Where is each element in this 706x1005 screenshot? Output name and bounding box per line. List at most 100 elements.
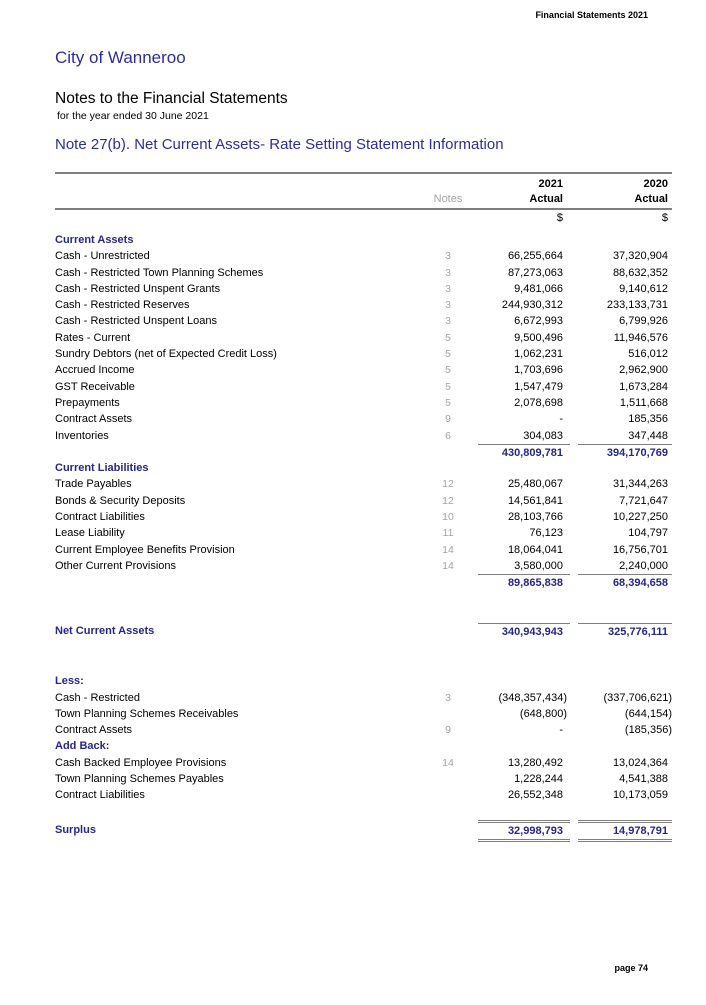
- column-header-year-2020: 2020: [643, 178, 668, 190]
- header-empty: [55, 177, 418, 191]
- value-2021: 1,228,244: [514, 773, 563, 785]
- row-label: Less:: [55, 675, 84, 688]
- value-2021: [478, 232, 570, 248]
- table-body: Current Assets Cash - Unrestricted 3 66,255…: [55, 232, 672, 842]
- row-label: Current Assets: [55, 234, 134, 246]
- value-2020: 10,227,250: [612, 511, 668, 524]
- table-row: Accrued Income 5 1,703,696 2,962,900: [55, 362, 672, 378]
- row-label: Current Liabilities: [55, 462, 149, 475]
- row-label: Contract Assets: [55, 724, 133, 737]
- column-gap: [570, 525, 578, 541]
- value-2021: 66,255,664: [507, 250, 563, 263]
- value-2021: [478, 673, 570, 689]
- row-label: Accrued Income: [55, 364, 135, 377]
- row-label: Cash - Unrestricted: [55, 250, 150, 263]
- org-title: City of Wanneroo: [55, 48, 186, 67]
- column-gap: [570, 574, 578, 591]
- value-2021: 1,547,479: [514, 380, 563, 393]
- row-label: Cash - Restricted Unspent Loans: [55, 315, 218, 328]
- column-gap: [570, 493, 578, 509]
- note-reference: [418, 673, 478, 689]
- value-2020: [578, 460, 672, 476]
- column-gap: [570, 460, 578, 476]
- row-label: [55, 444, 418, 461]
- column-header-actual-2021: Actual: [529, 193, 563, 205]
- note-reference: 5: [445, 364, 451, 377]
- table-row: Cash - Unrestricted 3 66,255,664 37,320,904: [55, 248, 672, 264]
- value-2020: 516,012: [628, 348, 668, 361]
- table-top-rule: [55, 172, 672, 174]
- value-2020: (185,356): [624, 724, 672, 737]
- subtotal-row: 89,865,838 68,394,658: [55, 574, 672, 590]
- value-2020: (644,154): [624, 707, 672, 720]
- value-2020: 2,240,000: [619, 559, 668, 572]
- section-heading-row: Add Back:: [55, 738, 672, 754]
- table-header-years-row: 2021 2020: [55, 177, 672, 191]
- value-2020: 68,394,658: [578, 574, 672, 591]
- value-2021: (348,357,434): [498, 691, 568, 704]
- column-header-year-2021: 2021: [538, 178, 563, 190]
- value-2021: 76,123: [529, 527, 563, 540]
- table-row: Bonds & Security Deposits 12 14,561,841 7,7…: [55, 493, 672, 509]
- column-gap: [570, 428, 578, 444]
- value-2020: [578, 673, 672, 689]
- section-heading-row: Current Assets: [55, 232, 672, 248]
- note-title: Note 27(b). Net Current Assets- Rate Set…: [55, 136, 504, 153]
- column-gap: [570, 787, 578, 803]
- value-2020: 9,140,612: [619, 282, 668, 295]
- row-label: Trade Payables: [55, 478, 132, 491]
- column-gap: [570, 509, 578, 525]
- spacer-row: [55, 657, 672, 673]
- value-2020: 4,541,388: [619, 773, 668, 785]
- value-2021: 1,062,231: [514, 348, 563, 361]
- note-reference: 12: [442, 494, 454, 507]
- value-2021: 304,083: [523, 429, 563, 442]
- row-label: Cash Backed Employee Provisions: [55, 756, 227, 769]
- column-header-notes: Notes: [433, 193, 463, 205]
- value-2021: 244,930,312: [501, 299, 563, 312]
- value-2020: 185,356: [628, 413, 668, 426]
- table-row: Cash - Restricted Unspent Loans 3 6,672,99…: [55, 313, 672, 329]
- value-2020: 325,776,111: [578, 623, 672, 642]
- value-2020: [578, 738, 672, 754]
- value-2021: 28,103,766: [507, 511, 563, 524]
- value-2021: 89,865,838: [478, 574, 570, 591]
- table-row: Cash - Restricted Reserves 3 244,930,312 23…: [55, 297, 672, 313]
- spacer-row: [55, 607, 672, 623]
- table-row: Current Employee Benefits Provision 14 18,…: [55, 542, 672, 558]
- value-2021: 26,552,348: [507, 789, 563, 802]
- subtotal-row: 430,809,781 394,170,769: [55, 443, 672, 461]
- column-gap: [570, 297, 578, 313]
- value-2020: 347,448: [628, 429, 668, 442]
- column-gap: [570, 558, 578, 574]
- row-label: Cash - Restricted: [55, 691, 140, 704]
- header-right-text: Financial Statements 2021: [535, 10, 648, 20]
- column-gap: [570, 232, 578, 248]
- value-2020: 16,756,701: [612, 543, 668, 556]
- header-gap: [570, 191, 578, 207]
- column-gap: [570, 281, 578, 297]
- row-label: Surplus: [55, 823, 96, 836]
- table-row: Lease Liability 11 76,123 104,797: [55, 525, 672, 541]
- note-reference: 3: [445, 282, 451, 295]
- note-reference: [418, 460, 478, 476]
- note-reference: 6: [445, 429, 451, 442]
- row-label: Current Employee Benefits Provision: [55, 543, 235, 556]
- note-reference: [418, 623, 478, 642]
- table-row: GST Receivable 5 1,547,479 1,673,284: [55, 379, 672, 395]
- note-reference: [418, 706, 478, 722]
- note-reference: 3: [445, 266, 451, 279]
- note-reference: [418, 787, 478, 803]
- value-2021: 25,480,067: [507, 478, 563, 491]
- row-label: Prepayments: [55, 396, 120, 409]
- column-gap: [570, 330, 578, 346]
- row-label: Cash - Restricted Reserves: [55, 299, 190, 312]
- note-reference: 5: [445, 331, 451, 344]
- value-2021: 18,064,041: [507, 543, 563, 556]
- value-2020: 7,721,647: [619, 494, 668, 507]
- header-gap: [570, 210, 578, 227]
- column-gap: [570, 738, 578, 754]
- column-gap: [570, 771, 578, 787]
- column-gap: [570, 411, 578, 427]
